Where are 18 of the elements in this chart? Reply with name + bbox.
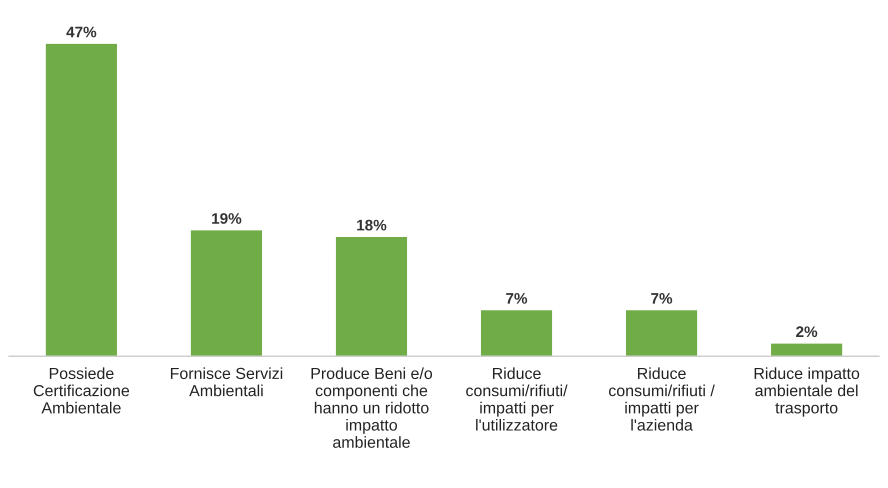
bar	[624, 308, 699, 356]
x-tick-label: Riduce consumi/rifiuti / impatti per l'azienda	[608, 367, 715, 431]
data-label: 2%	[796, 326, 818, 338]
data-label: 47%	[66, 26, 96, 38]
x-tick-label: Produce Beni e/o componenti che hanno un ridotto impatto ambientale	[312, 367, 432, 448]
x-tick-label: Riduce consumi/rifiuti/ impatti per l'utilizzatore	[466, 367, 568, 431]
x-tick-label: Possiede Certificazione Ambientale	[34, 367, 130, 414]
x-tick-label: Fornisce Servizi Ambientali	[170, 367, 282, 396]
data-label: 7%	[506, 293, 528, 304]
bar	[770, 342, 844, 356]
x-tick-label: Riduce impatto ambientale del trasporto	[754, 367, 860, 417]
bar	[189, 228, 264, 356]
bar	[44, 42, 118, 356]
data-label: 19%	[212, 213, 242, 224]
data-label: 18%	[357, 220, 386, 231]
bar	[334, 236, 408, 356]
bar	[480, 308, 554, 356]
data-label: 7%	[651, 293, 672, 304]
